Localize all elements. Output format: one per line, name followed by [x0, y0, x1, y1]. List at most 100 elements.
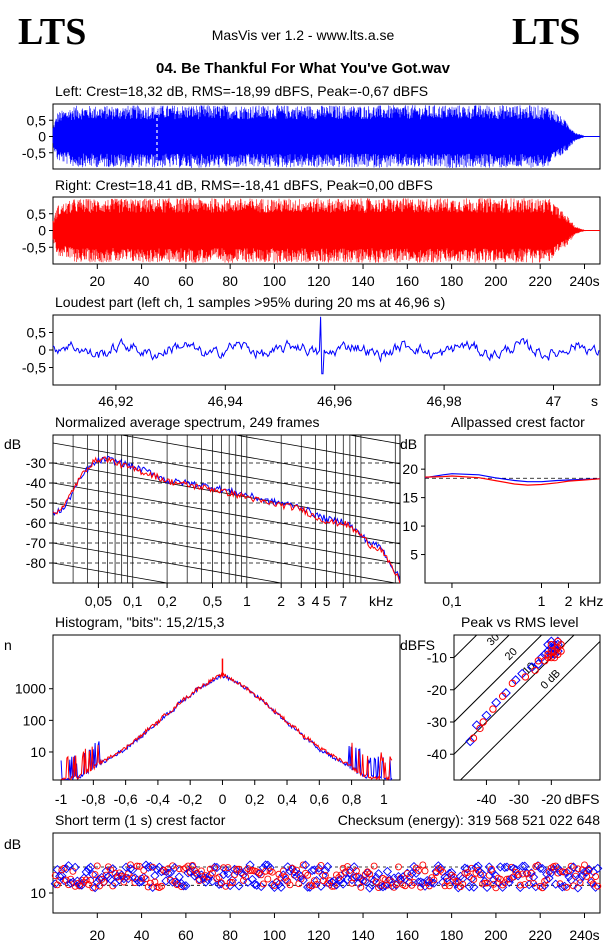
stc-point-right: [233, 865, 241, 873]
stc-point-right: [561, 868, 569, 876]
stc-point-left: [289, 867, 299, 877]
stc-point-left: [389, 873, 399, 883]
stc-point-right: [419, 861, 427, 869]
stc-point-left: [183, 868, 193, 878]
ytick-label: 20: [402, 461, 418, 477]
peak-rms-point-left: [533, 659, 544, 669]
axis-ticks: 0,50-0,50,50-0,520 40 60 80 100 120 140 160 180 2…: [15, 112, 604, 943]
xtick-label: 200: [484, 273, 508, 289]
stc-point-right: [401, 882, 409, 890]
ytick-label: 100: [23, 712, 47, 728]
stc-point-right: [186, 869, 194, 877]
histogram-plot: [60, 658, 393, 781]
ytick-label: -40: [427, 746, 447, 762]
stc-point-right: [262, 867, 270, 875]
right-waveform-trace: [52, 198, 600, 263]
stc-point-right: [421, 867, 429, 875]
stc-point-right: [89, 884, 97, 892]
stc-point-right: [346, 866, 354, 874]
peak-rms-point-right: [531, 666, 539, 675]
ytick-label: 5: [410, 547, 418, 563]
ytick-label: 10: [30, 744, 46, 760]
stc-point-left: [203, 875, 213, 885]
stc-point-left: [276, 882, 286, 892]
spectrum-slope-line: [53, 522, 398, 583]
crest-series-right: [424, 475, 601, 486]
peak-rms-point-right: [476, 724, 484, 733]
peak-rms-point-right: [544, 650, 552, 659]
stc-point-right: [87, 876, 95, 884]
ytick-label: 0,5: [27, 112, 47, 128]
stc-point-left: [207, 876, 218, 886]
loudest-part-trace: [52, 316, 600, 375]
histogram-series-right: [60, 671, 393, 781]
stc-point-left: [205, 870, 215, 880]
stc-point-right: [257, 871, 265, 879]
peak-rms-point-left: [552, 639, 563, 650]
ytick-label: -30: [26, 455, 46, 471]
stc-point-right: [552, 862, 560, 870]
xtick-label: -1: [55, 791, 68, 807]
stc-point-right: [135, 862, 143, 870]
stc-point-right: [463, 869, 471, 877]
spectrum-slope-line: [53, 442, 400, 505]
xtick-label: s: [591, 393, 598, 409]
xtick-label: 1: [380, 791, 388, 807]
ytick-label: -20: [427, 682, 447, 698]
xtick-label: 1: [538, 593, 546, 609]
stc-point-left: [520, 861, 530, 871]
stc-point-left: [584, 864, 594, 874]
stc-point-right: [158, 882, 165, 890]
peak-rms-point-left: [471, 720, 482, 731]
peak-rms-point-left: [481, 710, 492, 721]
ytick-label: -50: [26, 495, 46, 511]
stc-point-right: [80, 878, 88, 886]
stc-point-right: [131, 879, 139, 887]
stc-point-left: [427, 877, 437, 888]
stc-point-left: [429, 878, 439, 888]
xtick-label: kHz: [369, 593, 393, 609]
xtick-label: -0,2: [178, 791, 202, 807]
stc-point-right: [264, 875, 272, 883]
stc-point-right: [350, 874, 358, 881]
stc-point-left: [263, 860, 273, 870]
crest-allpass-title: Allpassed crest factor: [451, 414, 585, 430]
xtick-label: 0,2: [157, 593, 177, 609]
stc-point-right: [412, 864, 420, 872]
stc-point-left: [513, 871, 523, 881]
xtick-label: 3: [297, 593, 305, 609]
spectrum-slope-line: [53, 283, 400, 344]
stc-point-left: [331, 880, 342, 890]
peak-rms-point-left: [543, 646, 554, 657]
xtick-label: 240s: [569, 273, 599, 289]
stc-point-right: [359, 877, 367, 885]
stc-point-left: [537, 864, 548, 874]
ytick-label: -40: [26, 475, 46, 491]
peak-rms-point-right: [479, 718, 487, 726]
stc-point-left: [298, 875, 308, 885]
stc-point-right: [282, 873, 289, 881]
peak-rms-point-left: [539, 649, 550, 660]
ytick-label: -0,5: [22, 360, 46, 376]
stc-point-right: [240, 876, 247, 884]
stc-point-right: [184, 862, 192, 870]
peak-rms-point-left: [546, 636, 557, 647]
stc-point-right: [574, 865, 582, 873]
stc-point-left: [121, 862, 131, 872]
peak-rms-point-left: [465, 736, 476, 747]
crest-line: [454, 635, 543, 723]
stc-point-left: [86, 862, 96, 872]
stc-point-right: [222, 882, 230, 890]
xtick-label: -0,6: [114, 791, 138, 807]
stc-point-left: [108, 864, 118, 874]
left-waveform-path: [52, 105, 599, 168]
peak-rms-point-right: [554, 637, 562, 646]
stc-point-left: [300, 860, 311, 870]
xtick-label: 0,1: [123, 593, 143, 609]
stc-point-left: [347, 875, 357, 885]
xtick-label: 2: [277, 593, 285, 609]
stc-point-left: [274, 879, 284, 889]
xtick-label: 180: [440, 273, 464, 289]
stc-point-right: [483, 879, 491, 887]
peak-rms-point-left: [552, 646, 563, 657]
